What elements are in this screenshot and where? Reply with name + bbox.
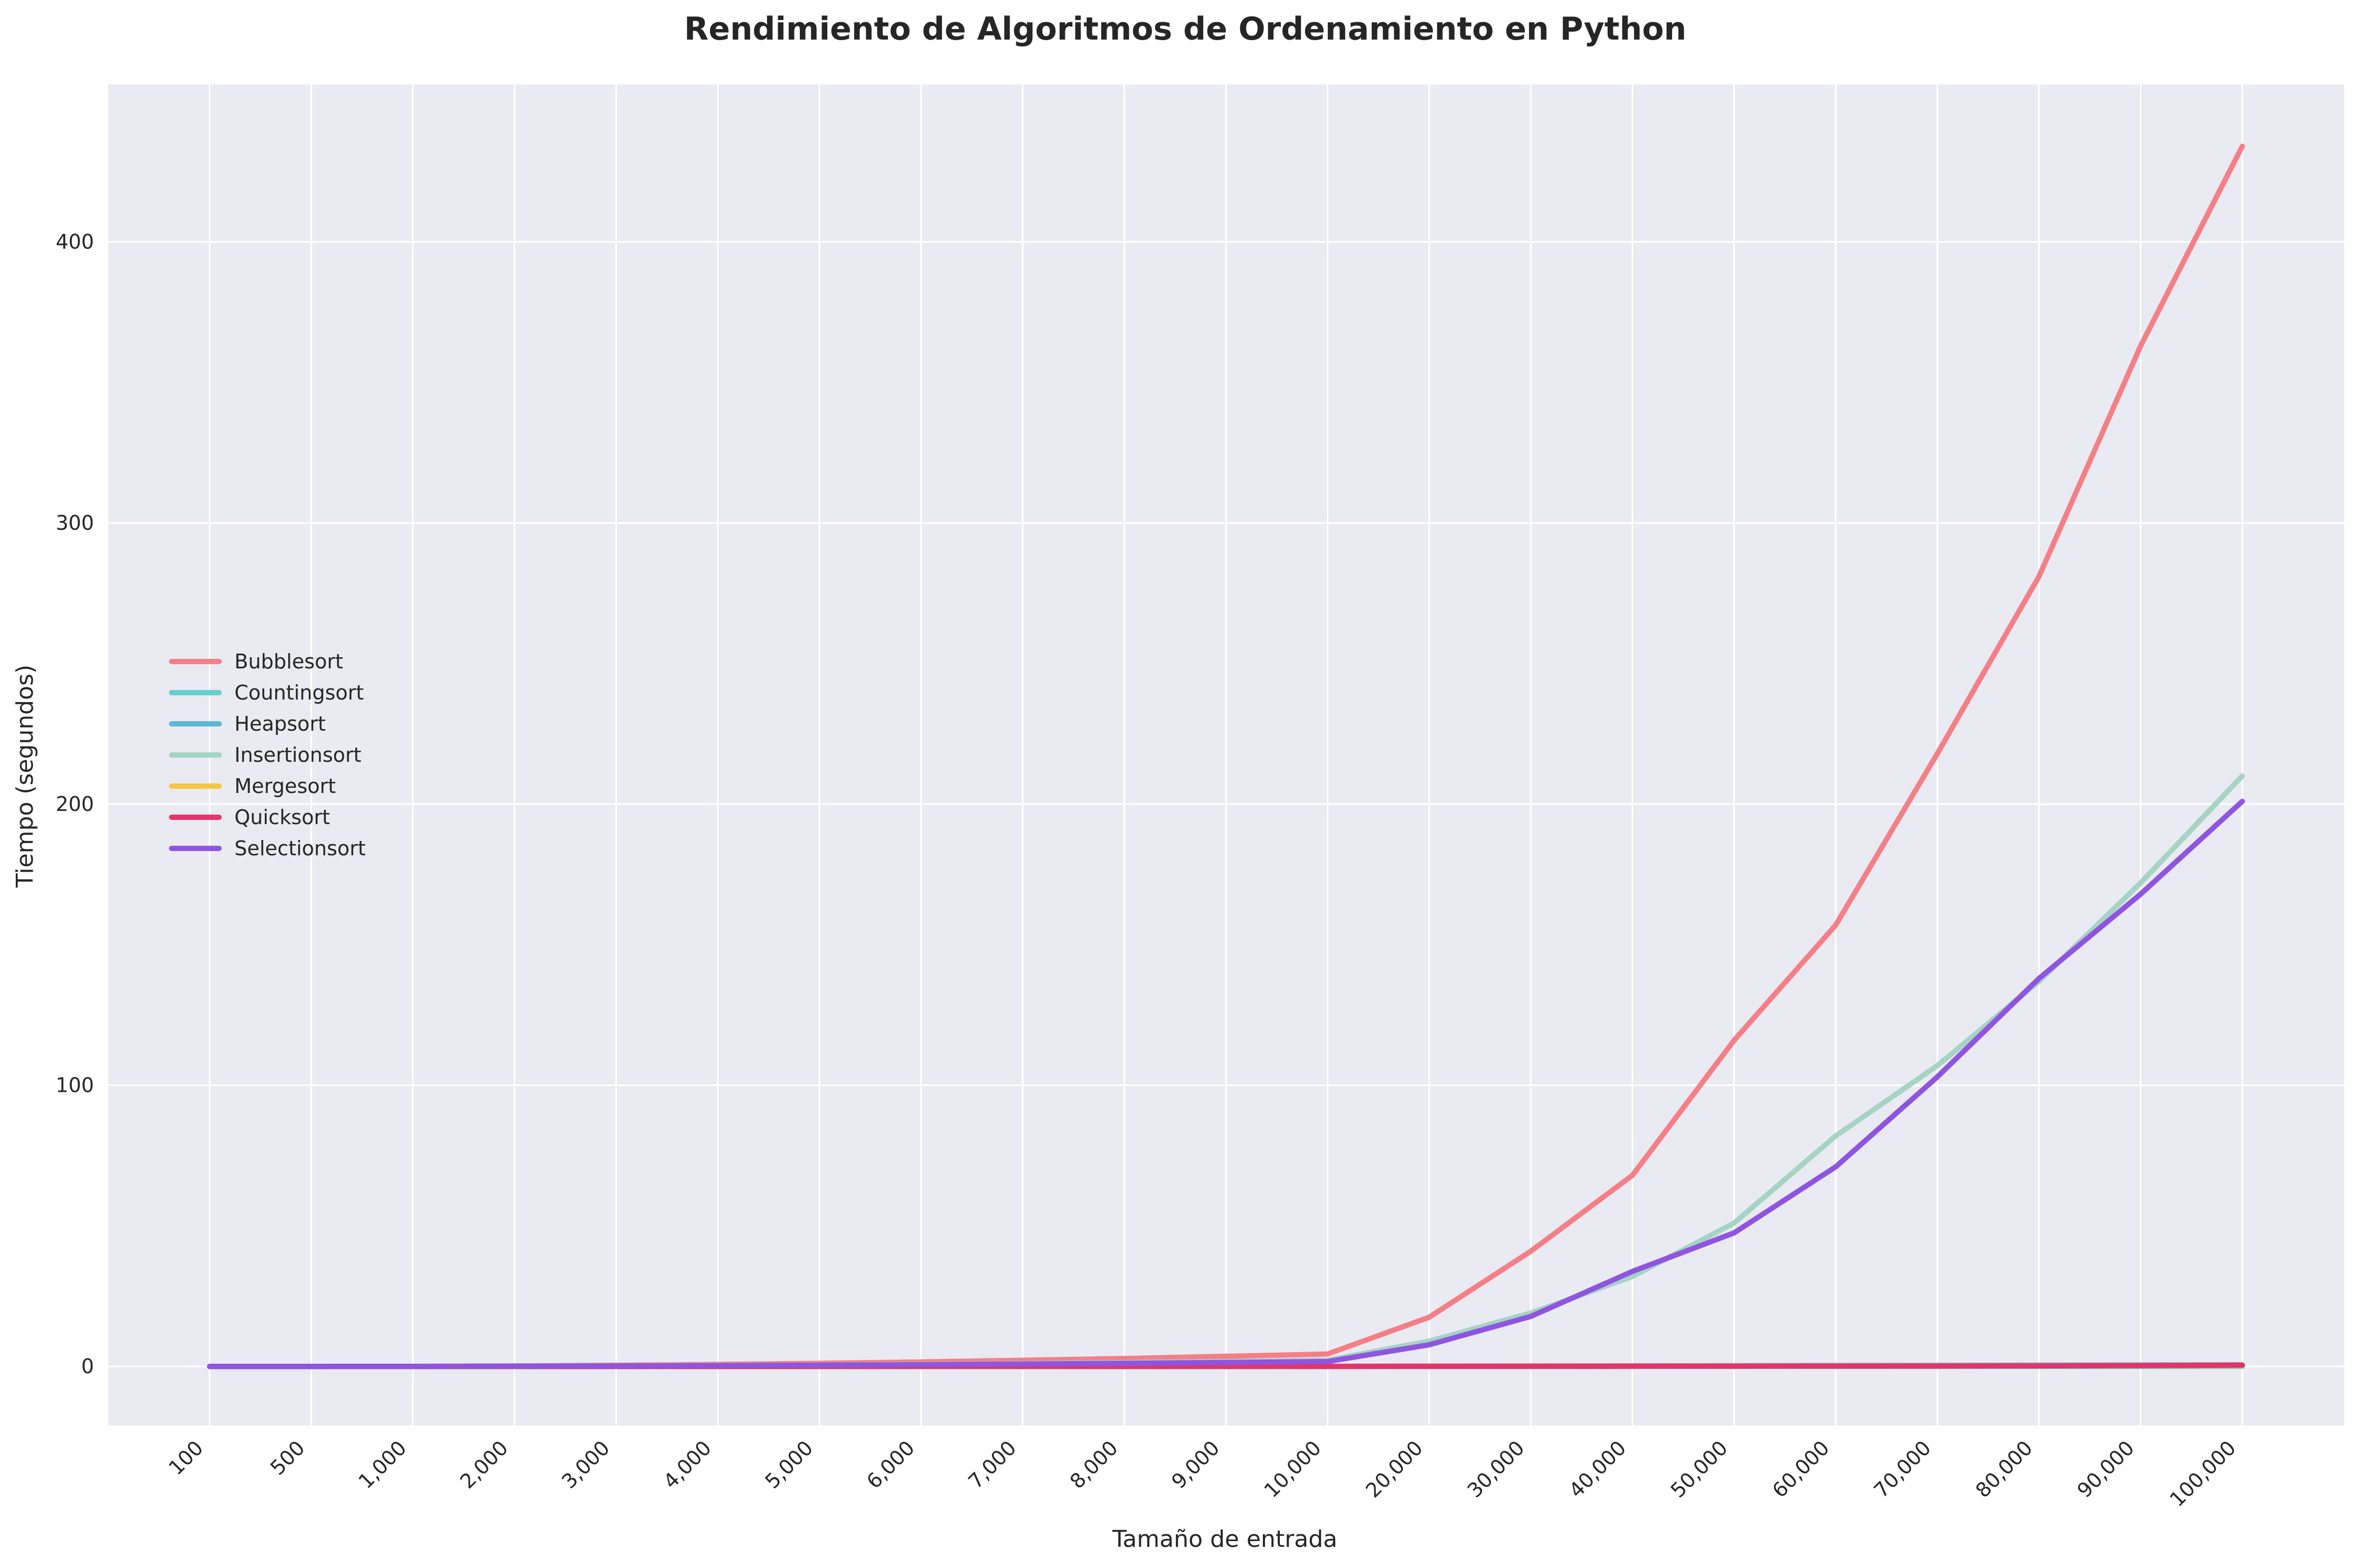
- legend-label: Quicksort: [234, 806, 330, 829]
- y-tick-label: 0: [81, 1355, 94, 1378]
- legend-item-selectionsort: Selectionsort: [169, 837, 366, 860]
- legend-item-heapsort: Heapsort: [169, 712, 326, 735]
- legend: Bubblesort Countingsort Heapsort Insertions…: [169, 650, 366, 860]
- legend-label: Insertionsort: [234, 743, 361, 767]
- legend-label: Mergesort: [234, 774, 336, 798]
- legend-label: Heapsort: [234, 712, 326, 735]
- chart-title: Rendimiento de Algoritmos de Ordenamient…: [684, 11, 1686, 48]
- legend-item-bubblesort: Bubblesort: [169, 650, 343, 673]
- legend-label: Bubblesort: [234, 650, 343, 673]
- y-tick-label: 200: [55, 792, 94, 816]
- x-axis-label: Tamaño de entrada: [1112, 1526, 1337, 1553]
- series-lines: [207, 144, 2245, 1369]
- legend-item-insertionsort: Insertionsort: [169, 743, 361, 767]
- legend-item-mergesort: Mergesort: [169, 774, 336, 798]
- legend-label: Countingsort: [234, 681, 364, 704]
- y-tick-label: 300: [55, 512, 94, 535]
- legend-label: Selectionsort: [234, 837, 366, 860]
- y-axis-label: Tiempo (segundos): [12, 665, 39, 888]
- series-line-selectionsort: [207, 798, 2245, 1369]
- y-tick-label: 400: [55, 230, 94, 253]
- y-tick-labels: 0 100 200 300 400: [55, 230, 94, 1378]
- grid-lines: [108, 84, 2344, 1425]
- y-tick-label: 100: [55, 1074, 94, 1097]
- legend-item-countingsort: Countingsort: [169, 681, 364, 704]
- legend-item-quicksort: Quicksort: [169, 806, 330, 829]
